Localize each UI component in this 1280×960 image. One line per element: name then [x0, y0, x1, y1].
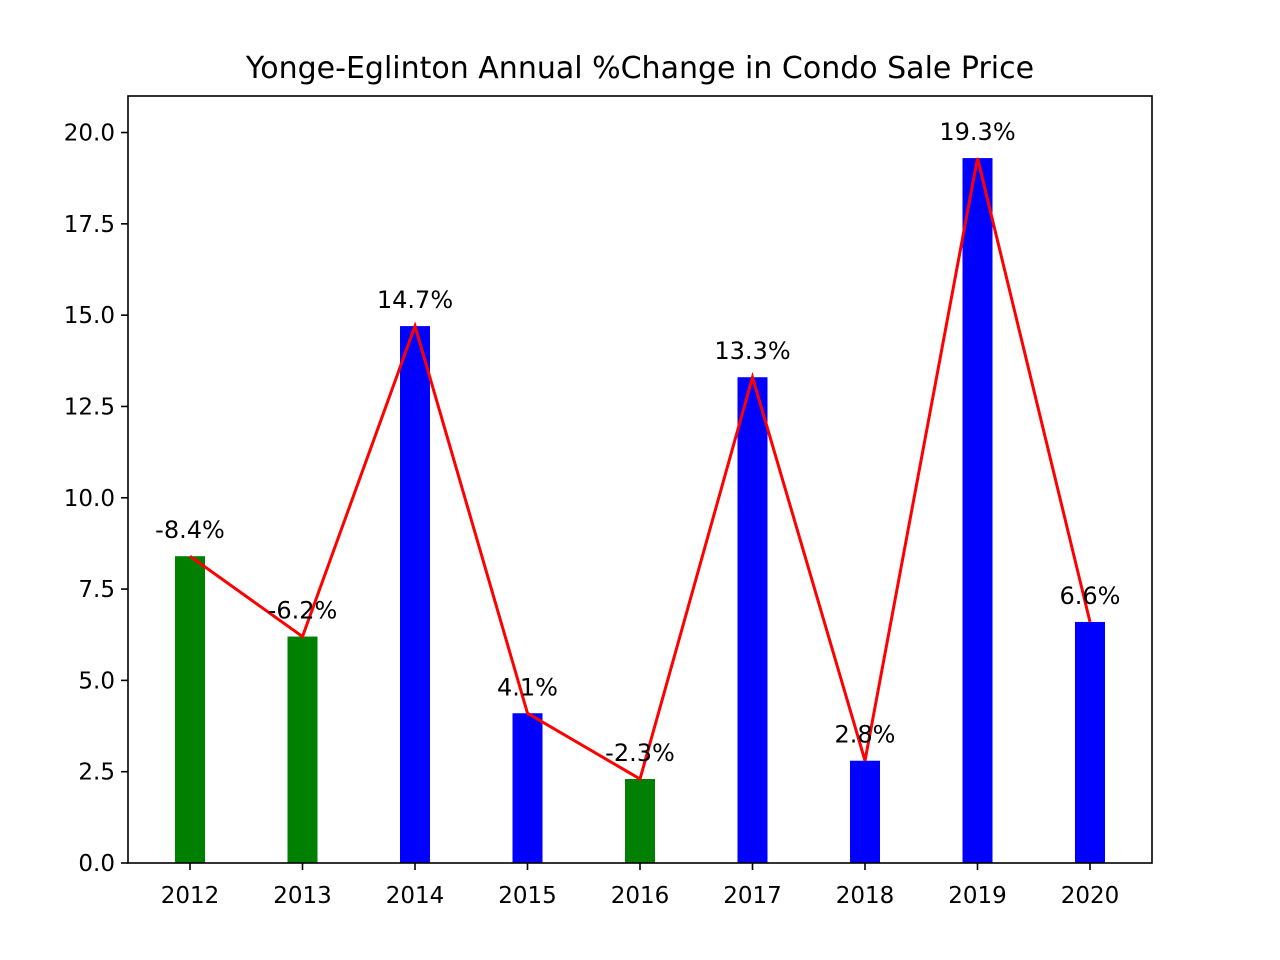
x-tick-label-2014: 2014: [386, 883, 445, 909]
bar-2019: [962, 158, 993, 864]
y-tick-label-2.5: 2.5: [78, 760, 115, 786]
x-tick-label-2016: 2016: [611, 883, 670, 909]
data-label-2019: 19.3%: [939, 118, 1015, 146]
data-label-2012: -8.4%: [155, 516, 225, 544]
x-tick-label-2015: 2015: [498, 883, 557, 909]
x-tick-label-2013: 2013: [273, 883, 332, 909]
data-label-2013: -6.2%: [268, 597, 338, 625]
y-tick-label-7.5: 7.5: [78, 577, 115, 603]
x-axis: 2012 2013 2014 2015 2016 2017 2018 2019 2020: [161, 863, 1120, 909]
y-tick-label-0.0: 0.0: [78, 851, 115, 877]
bars-layer: [175, 158, 1105, 864]
data-label-2020: 6.6%: [1060, 582, 1121, 610]
y-tick-label-17.5: 17.5: [64, 212, 115, 238]
x-tick-label-2019: 2019: [948, 883, 1007, 909]
bar-2017: [737, 377, 768, 863]
data-label-2018: 2.8%: [835, 721, 896, 749]
bar-2018: [850, 760, 880, 863]
data-label-2014: 14.7%: [377, 286, 453, 314]
bar-2014: [400, 326, 430, 864]
x-tick-label-2012: 2012: [161, 883, 220, 909]
trend-line-layer: [189, 157, 1092, 782]
x-tick-label-2018: 2018: [836, 883, 895, 909]
x-tick-label-2017: 2017: [723, 883, 782, 909]
bar-2020: [1075, 621, 1105, 863]
data-label-2016: -2.3%: [605, 739, 675, 767]
data-label-2017: 13.3%: [714, 337, 790, 365]
y-tick-label-20.0: 20.0: [64, 121, 115, 147]
bar-2015: [512, 713, 543, 863]
y-tick-label-10.0: 10.0: [64, 486, 115, 512]
y-tick-label-15.0: 15.0: [64, 303, 115, 329]
bar-2012: [175, 556, 205, 863]
x-tick-label-2020: 2020: [1061, 883, 1120, 909]
y-tick-label-12.5: 12.5: [64, 394, 115, 420]
bar-2013: [287, 636, 318, 863]
y-tick-label-5.0: 5.0: [78, 668, 115, 694]
trend-line: [189, 157, 1092, 782]
y-axis: 0.0 2.5 5.0 7.5 10.0 12.5 15.0 17.5 20.0: [64, 121, 128, 877]
chart-title: Yonge-Eglinton Annual %Change in Condo S…: [245, 51, 1034, 86]
data-label-2015: 4.1%: [497, 673, 558, 701]
bar-2016: [625, 778, 655, 863]
data-labels-layer: -8.4% -6.2% 14.7% 4.1% -2.3% 13.3% 2.8% 19.3% 6.…: [155, 118, 1120, 767]
